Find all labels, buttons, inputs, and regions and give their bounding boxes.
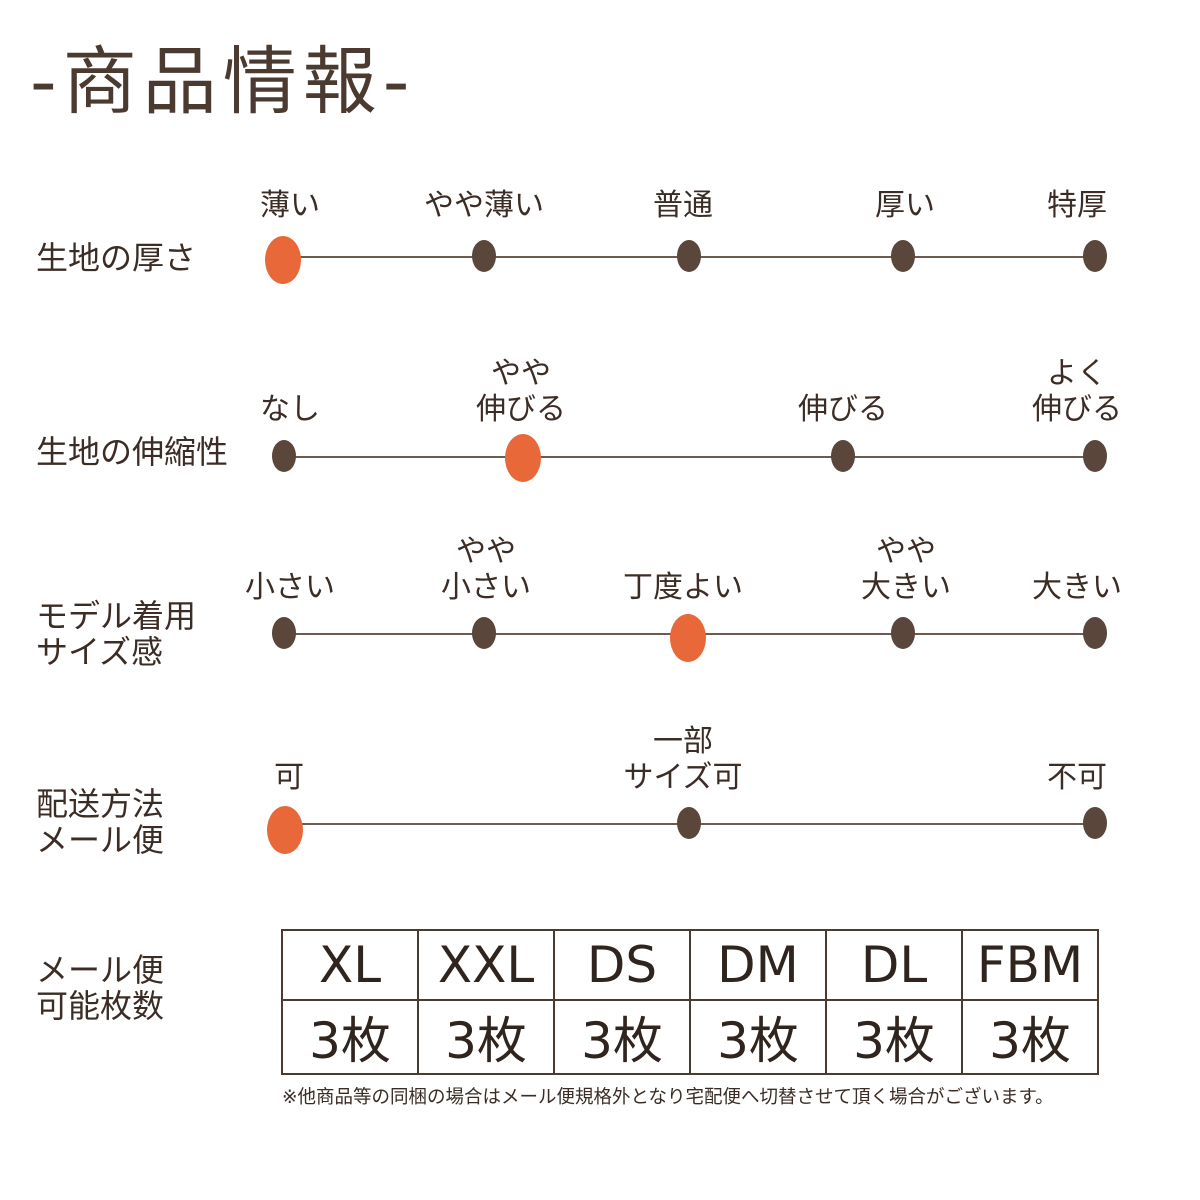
count-row: 3枚 3枚 3枚 3枚 3枚 3枚 — [281, 999, 1099, 1075]
shipping-label: 配送方法 メール便 — [36, 785, 165, 859]
fit-option-label: 小さい — [245, 570, 335, 605]
stretch-line — [284, 456, 1095, 458]
fit-option-label: 大きい — [1032, 570, 1122, 605]
mail-capacity-label: メール便 可能枚数 — [36, 951, 165, 1025]
stretch-option-label: よく 伸びる — [1032, 356, 1122, 427]
thickness-option-label: 薄い — [260, 188, 320, 223]
stretch-option-dot — [272, 440, 296, 472]
count-cell: 3枚 — [689, 999, 827, 1075]
fit-option-dot — [472, 617, 496, 649]
stretch-option-label: やや 伸びる — [476, 356, 566, 427]
count-cell: 3枚 — [553, 999, 691, 1075]
shipping-scale: 配送方法 メール便 可 一部 サイズ可 不可 — [36, 724, 1107, 859]
stretch-option-dot — [1083, 440, 1107, 472]
fit-option-dot — [272, 617, 296, 649]
count-cell: 3枚 — [961, 999, 1099, 1075]
shipping-option-dot — [677, 807, 701, 839]
thickness-option-label: 普通 — [653, 188, 713, 223]
fit-option-label: やや 大きい — [861, 534, 951, 605]
shipping-option-label: 可 — [274, 760, 304, 795]
thickness-option-label: 特厚 — [1047, 188, 1107, 223]
shipping-option-label: 一部 サイズ可 — [623, 724, 743, 795]
thickness-option-dot — [891, 240, 915, 272]
shipping-option-dot — [267, 806, 303, 854]
size-cell: DM — [689, 929, 827, 1001]
thickness-option-dot — [677, 240, 701, 272]
size-row: XL XXL DS DM DL FBM — [281, 929, 1099, 1001]
stretch-label: 生地の伸縮性 — [36, 433, 229, 471]
page-title: -商品情報- — [30, 39, 416, 125]
stretch-option-dot — [831, 440, 855, 472]
thickness-option-dot — [265, 236, 301, 284]
size-cell: DS — [553, 929, 691, 1001]
fit-option-label: やや 小さい — [441, 534, 531, 605]
fit-label: モデル着用 サイズ感 — [36, 597, 197, 671]
stretch-scale: 生地の伸縮性 なし やや 伸びる 伸びる よく 伸びる — [0, 0, 1200, 500]
mail-capacity-table: XL XXL DS DM DL FBM 3枚 3枚 3枚 3枚 3枚 3枚 — [281, 929, 1099, 1075]
size-cell: FBM — [961, 929, 1099, 1001]
count-cell: 3枚 — [417, 999, 555, 1075]
fit-option-dot — [1083, 617, 1107, 649]
thickness-option-label: やや薄い — [424, 188, 544, 223]
stretch-option-label: なし — [260, 392, 320, 427]
thickness-option-dot — [472, 240, 496, 272]
thickness-option-label: 厚い — [875, 188, 935, 223]
count-cell: 3枚 — [281, 999, 419, 1075]
thickness-label: 生地の厚さ — [36, 239, 197, 277]
fit-option-dot — [891, 617, 915, 649]
thickness-scale: 生地の厚さ 薄い やや薄い 普通 厚い 特厚 — [0, 0, 1200, 300]
size-cell: XXL — [417, 929, 555, 1001]
stretch-option-dot — [505, 434, 541, 482]
size-cell: XL — [281, 929, 419, 1001]
stretch-option-label: 伸びる — [798, 392, 888, 427]
footnote: ※他商品等の同梱の場合はメール便規格外となり宅配便へ切替させて頂く場合がございま… — [282, 1087, 1054, 1108]
fit-scale: モデル着用 サイズ感 小さい やや 小さい 丁度よい やや 大きい 大きい — [36, 534, 1122, 671]
fit-option-label: 丁度よい — [623, 570, 743, 605]
shipping-option-dot — [1083, 807, 1107, 839]
count-cell: 3枚 — [825, 999, 963, 1075]
thickness-option-dot — [1083, 240, 1107, 272]
size-cell: DL — [825, 929, 963, 1001]
shipping-option-label: 不可 — [1047, 760, 1107, 795]
fit-option-dot — [670, 614, 706, 662]
